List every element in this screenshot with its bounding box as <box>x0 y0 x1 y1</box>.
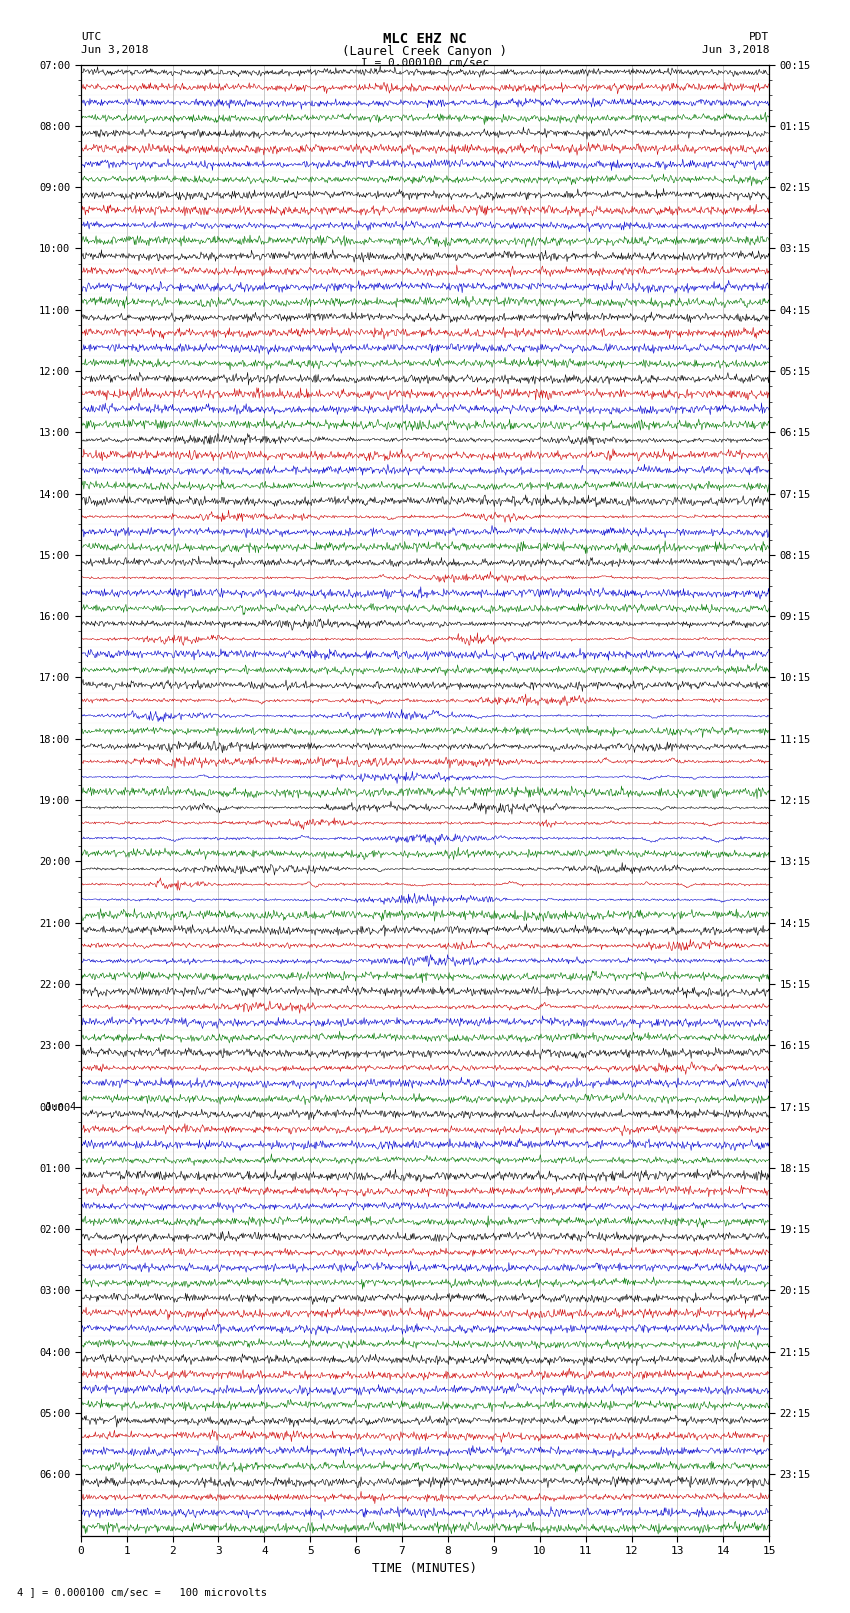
Text: 4 ] = 0.000100 cm/sec =   100 microvolts: 4 ] = 0.000100 cm/sec = 100 microvolts <box>17 1587 267 1597</box>
Text: PDT: PDT <box>749 32 769 42</box>
Text: I = 0.000100 cm/sec: I = 0.000100 cm/sec <box>361 58 489 68</box>
Text: Jun 3,2018: Jun 3,2018 <box>81 45 148 55</box>
Text: MLC EHZ NC: MLC EHZ NC <box>383 32 467 47</box>
Text: UTC: UTC <box>81 32 101 42</box>
Text: Jun 4: Jun 4 <box>45 1102 76 1111</box>
X-axis label: TIME (MINUTES): TIME (MINUTES) <box>372 1561 478 1574</box>
Text: Jun 3,2018: Jun 3,2018 <box>702 45 769 55</box>
Text: (Laurel Creek Canyon ): (Laurel Creek Canyon ) <box>343 45 507 58</box>
